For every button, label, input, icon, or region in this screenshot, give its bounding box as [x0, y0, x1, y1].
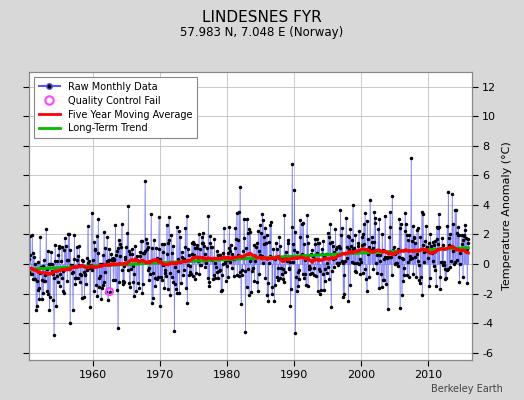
Legend: Raw Monthly Data, Quality Control Fail, Five Year Moving Average, Long-Term Tren: Raw Monthly Data, Quality Control Fail, …	[34, 77, 197, 138]
Text: LINDESNES FYR: LINDESNES FYR	[202, 10, 322, 25]
Y-axis label: Temperature Anomaly (°C): Temperature Anomaly (°C)	[501, 142, 512, 290]
Text: 57.983 N, 7.048 E (Norway): 57.983 N, 7.048 E (Norway)	[180, 26, 344, 39]
Text: Berkeley Earth: Berkeley Earth	[431, 384, 503, 394]
